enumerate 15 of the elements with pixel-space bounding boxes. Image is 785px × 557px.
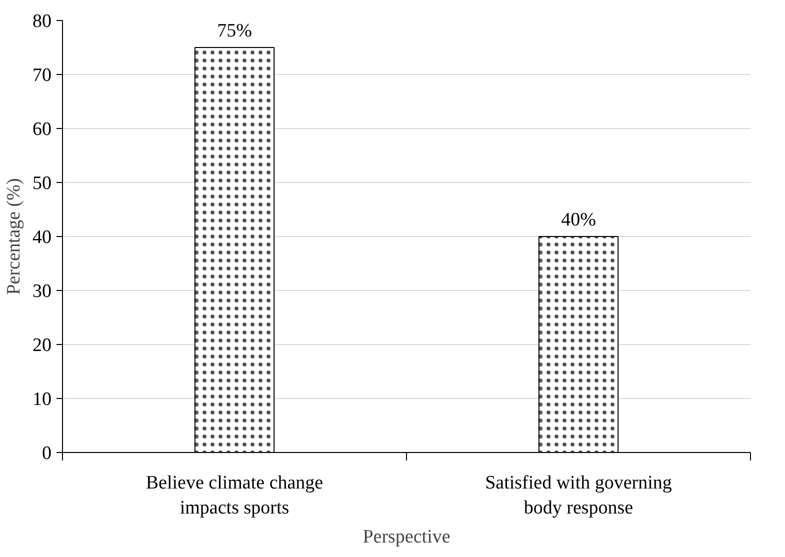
x-tick-label: Satisfied with governing body response bbox=[485, 472, 672, 519]
data-label: 40% bbox=[561, 210, 596, 230]
y-tick-label: 70 bbox=[32, 65, 52, 86]
y-axis-title: Percentage (%) bbox=[4, 178, 24, 295]
y-tick-label: 60 bbox=[32, 119, 52, 140]
y-tick-label: 40 bbox=[32, 227, 52, 248]
x-axis-title: Perspective bbox=[362, 526, 450, 548]
y-tick-label: 80 bbox=[32, 11, 52, 32]
y-tick-label: 0 bbox=[42, 443, 52, 464]
y-tick-label: 10 bbox=[32, 389, 52, 410]
y-tick-label: 20 bbox=[32, 335, 52, 356]
y-tick-label: 30 bbox=[32, 281, 52, 302]
data-label: 75% bbox=[217, 20, 252, 42]
x-tick-label: Believe climate change impacts sports bbox=[146, 472, 324, 519]
y-tick-label: 50 bbox=[32, 173, 52, 194]
